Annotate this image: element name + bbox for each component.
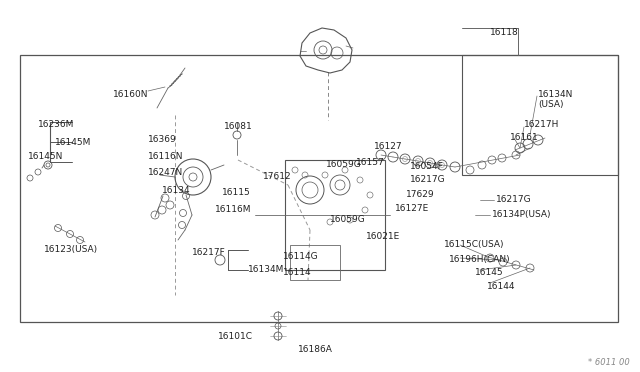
- Text: 16134N
(USA): 16134N (USA): [538, 90, 573, 109]
- Text: 16134: 16134: [162, 186, 191, 195]
- Text: 16369: 16369: [148, 135, 177, 144]
- Text: * 6011 00: * 6011 00: [588, 358, 630, 367]
- Text: 16217F: 16217F: [192, 248, 226, 257]
- Text: 16054F: 16054F: [410, 162, 444, 171]
- Text: 16081: 16081: [224, 122, 253, 131]
- Bar: [285, 160, 385, 270]
- Text: 16196H(CAN): 16196H(CAN): [449, 255, 511, 264]
- Text: 16114: 16114: [283, 268, 312, 277]
- Text: 16157: 16157: [356, 158, 385, 167]
- Text: 16127E: 16127E: [395, 204, 429, 213]
- Text: 16134M: 16134M: [248, 265, 284, 274]
- Text: 16236M: 16236M: [38, 120, 74, 129]
- Text: 16145M: 16145M: [55, 138, 92, 147]
- Bar: [20, 55, 618, 322]
- Text: 16161: 16161: [510, 133, 539, 142]
- Text: 16118: 16118: [490, 28, 519, 37]
- Bar: [462, 55, 618, 175]
- Text: 16145: 16145: [475, 268, 504, 277]
- Text: 16160N: 16160N: [113, 90, 148, 99]
- Text: 16247N: 16247N: [148, 168, 183, 177]
- Text: 16059G: 16059G: [330, 215, 365, 224]
- Text: 16115: 16115: [222, 188, 251, 197]
- Bar: [290, 245, 340, 280]
- Text: 16101C: 16101C: [218, 332, 253, 341]
- Text: 16144: 16144: [487, 282, 515, 291]
- Text: 16115C(USA): 16115C(USA): [444, 240, 504, 249]
- Text: 16059G: 16059G: [326, 160, 362, 169]
- Text: 16134P(USA): 16134P(USA): [492, 210, 552, 219]
- Text: 16217H: 16217H: [524, 120, 559, 129]
- Text: 16217G: 16217G: [410, 175, 445, 184]
- Text: 16217G: 16217G: [496, 195, 532, 204]
- Text: 16116N: 16116N: [148, 152, 184, 161]
- Text: 16114G: 16114G: [283, 252, 319, 261]
- Text: 16021E: 16021E: [366, 232, 400, 241]
- Text: 17629: 17629: [406, 190, 435, 199]
- Text: 16145N: 16145N: [28, 152, 63, 161]
- Text: 16123(USA): 16123(USA): [44, 245, 98, 254]
- Text: 16116M: 16116M: [215, 205, 252, 214]
- Text: 16186A: 16186A: [298, 345, 333, 354]
- Text: 17612: 17612: [263, 172, 292, 181]
- Text: 16127: 16127: [374, 142, 403, 151]
